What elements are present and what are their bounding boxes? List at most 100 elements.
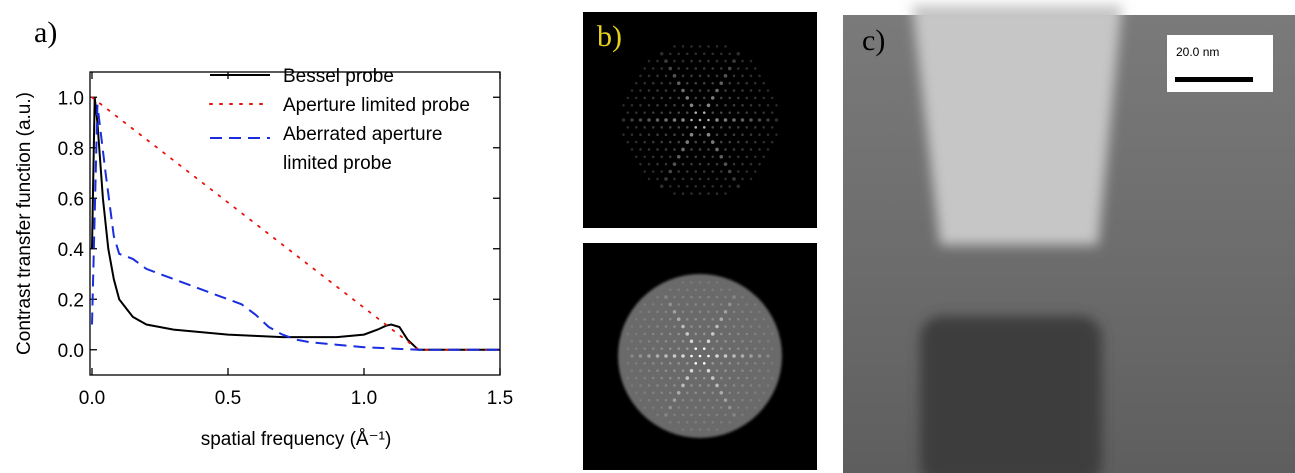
diffraction-spot <box>686 82 689 85</box>
image-c: c) 20.0 nm <box>843 5 1295 473</box>
diffraction-spot <box>673 45 676 48</box>
diffraction-spot <box>737 141 740 144</box>
diffraction-spot <box>677 303 680 306</box>
diffraction-spot <box>733 133 736 136</box>
diffraction-spot <box>643 406 646 409</box>
diffraction-spot <box>656 414 659 417</box>
legend-entry: Aperture limited probe <box>283 91 470 120</box>
diffraction-spot <box>715 325 719 329</box>
diffraction-spot <box>686 347 689 350</box>
diffraction-spot <box>736 184 740 188</box>
diffraction-spot <box>694 126 697 129</box>
y-tick-label: 0.4 <box>58 240 85 261</box>
diffraction-spot <box>728 52 731 55</box>
diffraction-spot <box>758 118 762 122</box>
diffraction-spot <box>728 97 731 100</box>
diffraction-spot <box>715 148 719 152</box>
diffraction-spot <box>677 421 680 424</box>
diffraction-spot <box>685 332 689 336</box>
diffraction-spot <box>660 392 663 395</box>
diffraction-spot <box>690 355 693 358</box>
diffraction-spot <box>724 369 727 372</box>
diffraction-spot <box>741 118 745 122</box>
diffraction-spot <box>711 82 714 85</box>
diffraction-spot <box>694 392 697 395</box>
diffraction-spot <box>745 126 748 129</box>
dark-region <box>920 316 1102 473</box>
diffraction-spot <box>741 89 744 92</box>
diffraction-spot <box>635 126 638 129</box>
diffraction-spot <box>686 185 689 188</box>
diffraction-spot <box>639 133 642 136</box>
diffraction-spot <box>673 384 676 387</box>
diffraction-spot <box>720 377 723 380</box>
diffraction-spot <box>677 185 680 188</box>
diffraction-spot <box>754 141 757 144</box>
diffraction-spot <box>677 288 680 291</box>
diffraction-spot <box>631 384 634 387</box>
diffraction-spot <box>677 111 680 114</box>
diffraction-spot <box>728 347 731 350</box>
diffraction-spot <box>694 111 697 114</box>
diffraction-spot <box>703 111 706 114</box>
diffraction-spot <box>694 82 697 85</box>
diffraction-spot <box>732 413 736 417</box>
diffraction-spot <box>668 406 672 410</box>
diffraction-spot <box>690 133 694 137</box>
diffraction-spot <box>669 377 672 380</box>
diffraction-spot <box>694 97 697 100</box>
diffraction-spot <box>682 428 685 431</box>
diffraction-spot <box>720 185 723 188</box>
diffraction-spot <box>733 104 736 107</box>
diffraction-spot <box>767 104 770 107</box>
diffraction-spot <box>699 384 702 387</box>
diffraction-spot <box>720 347 723 350</box>
diffraction-spot <box>635 318 638 321</box>
diffraction-spot <box>699 60 702 63</box>
diffraction-spot <box>648 340 651 343</box>
diffraction-spot <box>754 362 757 365</box>
diffraction-spot <box>643 97 646 100</box>
diffraction-spot <box>699 178 702 181</box>
diffraction-spot <box>660 347 663 350</box>
diffraction-spot <box>652 126 655 129</box>
diffraction-spot <box>711 406 714 409</box>
diffraction-spot <box>716 340 719 343</box>
diffraction-spot <box>665 89 668 92</box>
diffraction-spot <box>741 399 744 402</box>
diffraction-spot <box>656 163 659 166</box>
diffraction-spot <box>767 340 770 343</box>
diffraction-spot <box>699 355 702 358</box>
diffraction-spot <box>699 45 702 48</box>
diffraction-spot <box>686 303 689 306</box>
diffraction-spot <box>699 163 702 166</box>
diffraction-spot <box>750 369 753 372</box>
diffraction-spot <box>626 126 629 129</box>
diffraction-spot <box>635 141 638 144</box>
diffraction-spot <box>690 148 693 151</box>
diffraction-spot <box>707 311 710 314</box>
diffraction-spot <box>711 303 714 306</box>
diffraction-spot <box>639 340 642 343</box>
diffraction-spot <box>741 163 744 166</box>
diffraction-spot <box>648 60 651 63</box>
diffraction-spot <box>728 111 731 114</box>
diffraction-spot <box>626 377 629 380</box>
diffraction-spot <box>711 347 714 350</box>
diffraction-spot <box>660 52 664 56</box>
diffraction-spot <box>749 354 753 358</box>
diffraction-spot <box>716 296 719 299</box>
diffraction-spot <box>677 317 681 321</box>
diffraction-spot <box>648 104 651 107</box>
diffraction-spot <box>690 399 693 402</box>
diffraction-spot <box>660 141 663 144</box>
diffraction-spot <box>660 333 663 336</box>
diffraction-spot <box>741 354 745 358</box>
diffraction-spot <box>767 369 770 372</box>
panel-label: b) <box>597 20 622 53</box>
diffraction-spot <box>639 163 642 166</box>
diffraction-spot <box>652 141 655 144</box>
diffraction-spot <box>716 399 719 402</box>
x-tick-label: 0.5 <box>215 388 241 409</box>
diffraction-spot <box>703 333 706 336</box>
